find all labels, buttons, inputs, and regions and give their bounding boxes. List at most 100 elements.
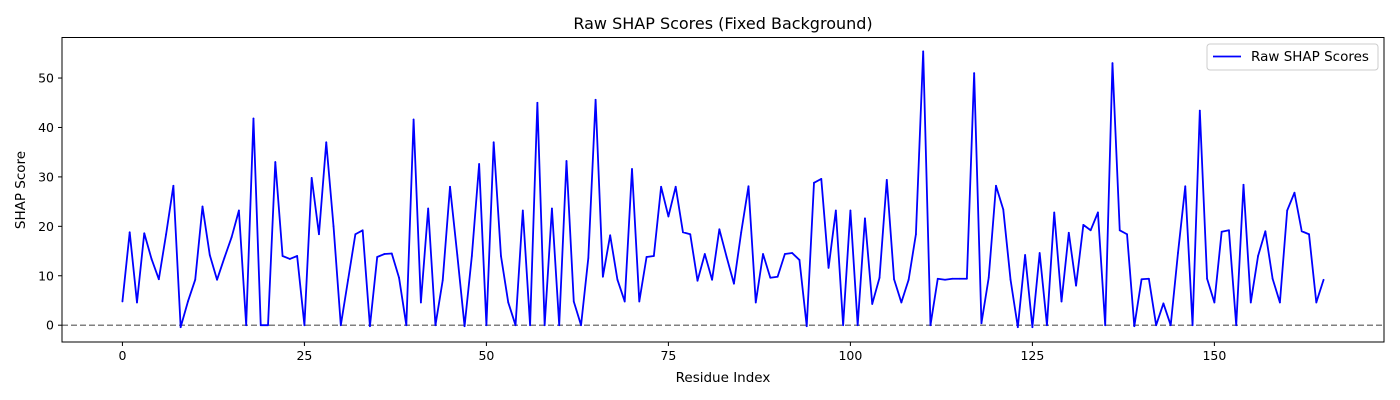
data-point [1046,324,1048,327]
data-point [587,257,590,259]
x-tick-label: 100 [838,348,862,363]
raw-shap-scores-line [121,50,1325,329]
data-point [259,324,262,327]
data-point [150,258,153,260]
y-tick-label: 20 [38,219,54,234]
data-point [980,322,983,325]
data-point [820,177,823,180]
data-point [354,233,357,236]
data-point [558,324,561,327]
data-point [951,277,954,280]
data-point [740,231,743,234]
data-point [1155,324,1158,327]
data-point [361,229,364,232]
data-point [565,160,568,162]
data-point [871,303,874,305]
data-point [1140,278,1143,281]
x-tick-label: 75 [660,348,676,363]
x-axis-title: Residue Index [676,370,771,386]
x-tick-label: 150 [1202,348,1226,363]
data-point [1089,229,1092,232]
data-point [900,301,903,304]
data-point [500,255,502,257]
data-point [521,209,524,212]
y-tick-label: 40 [38,120,54,135]
data-point [267,324,269,327]
data-point [398,276,400,279]
data-point [754,301,757,304]
data-point [551,207,553,210]
data-points [121,50,1325,329]
data-point [798,259,801,261]
data-point [885,178,888,181]
data-point [703,253,706,255]
data-point [1097,211,1099,214]
data-point [1024,254,1027,256]
data-point [725,256,728,258]
data-point [187,300,189,303]
data-point [274,161,277,163]
data-point [572,300,575,303]
data-point [907,278,910,281]
data-point [827,266,830,269]
data-point [631,168,633,170]
data-point [136,301,138,304]
data-point [689,233,692,236]
data-point [157,278,160,281]
data-point [1118,229,1121,232]
data-point [281,255,284,257]
data-point [252,117,255,120]
data-point [922,50,925,53]
data-point [1213,301,1216,304]
data-point [216,278,218,281]
data-point [1322,278,1325,281]
y-tick-label: 30 [38,169,54,184]
data-point [194,278,197,281]
data-point [842,324,845,327]
data-point [791,252,794,254]
data-point [995,184,997,187]
data-point [1126,233,1128,236]
data-point [405,324,408,327]
data-point [1264,230,1267,233]
data-point [1220,230,1223,233]
data-point [303,324,306,327]
data-point [318,233,320,236]
y-tick-label: 10 [38,268,54,283]
data-point [492,141,495,144]
data-point [165,233,168,236]
chart-title: Raw SHAP Scores (Fixed Background) [573,14,872,33]
data-point [1191,324,1194,327]
data-point [1067,231,1070,234]
data-point [1177,252,1179,254]
data-point [529,324,531,327]
data-point [201,205,204,208]
data-point [288,258,291,260]
data-point [1249,301,1252,304]
data-point [478,163,481,165]
data-point [1300,230,1303,233]
data-point [915,233,917,236]
data-point [121,300,124,303]
data-point [878,276,881,279]
data-point [1279,301,1281,304]
data-point [616,278,619,281]
data-point [623,300,626,303]
data-point [944,278,946,281]
data-point [441,279,444,282]
data-point [965,277,968,280]
data-point [1308,233,1310,236]
data-point [638,300,641,303]
x-tick-label: 25 [296,348,312,363]
data-point [645,256,648,258]
data-point [463,325,466,328]
data-point [696,279,699,282]
data-point [929,324,932,327]
data-point [376,256,379,258]
data-point [849,209,852,212]
data-point [1016,326,1019,329]
plot-frame [61,37,1385,343]
data-point [609,234,612,237]
data-point [1235,324,1238,327]
